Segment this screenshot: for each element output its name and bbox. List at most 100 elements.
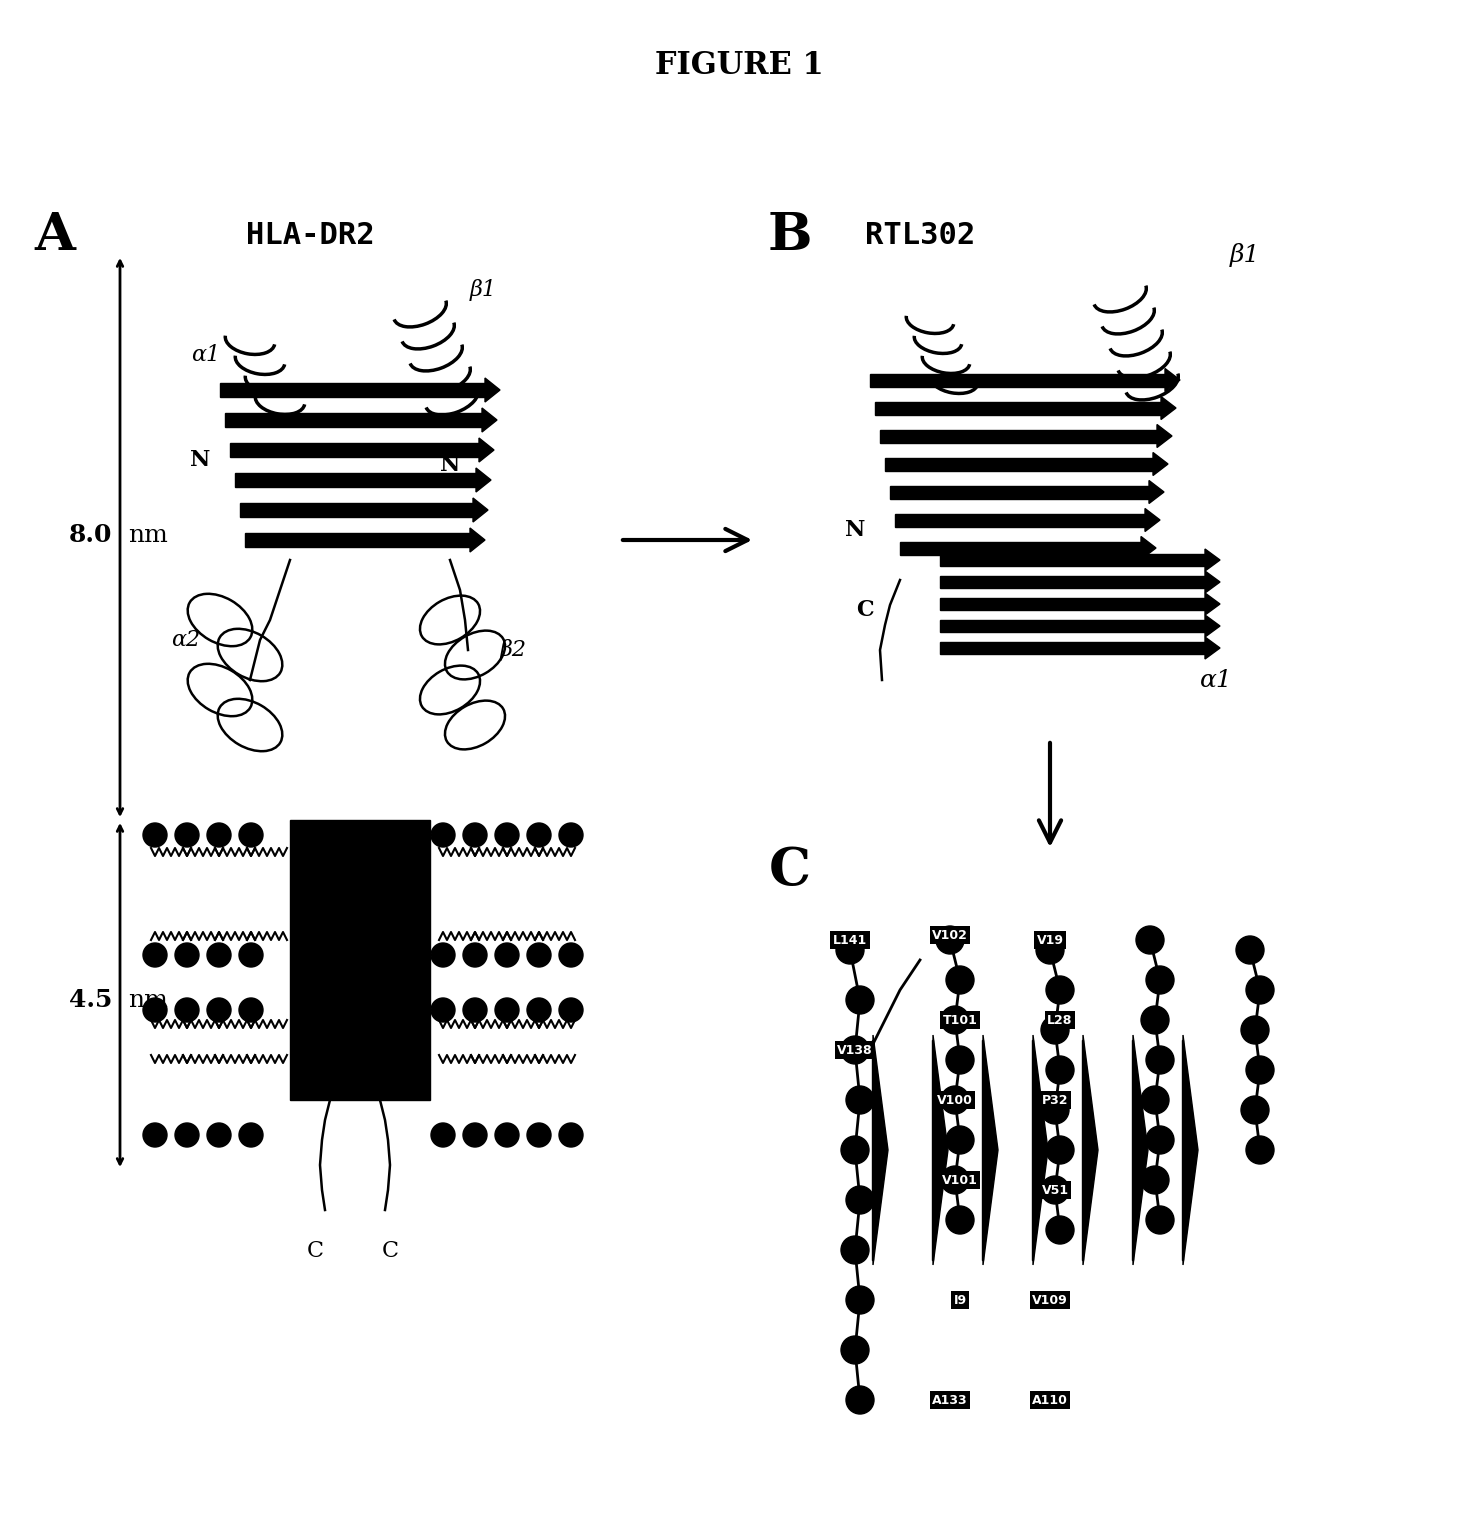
Polygon shape — [933, 1036, 948, 1266]
Polygon shape — [1205, 548, 1220, 571]
Circle shape — [463, 1122, 487, 1147]
Polygon shape — [984, 1036, 998, 1266]
Circle shape — [842, 1237, 870, 1264]
Text: 4.5: 4.5 — [68, 988, 112, 1011]
Polygon shape — [473, 498, 488, 522]
Circle shape — [1046, 1136, 1074, 1164]
Text: A110: A110 — [1032, 1394, 1068, 1407]
Circle shape — [936, 926, 964, 953]
Circle shape — [846, 1386, 874, 1413]
Circle shape — [207, 822, 231, 847]
Bar — [941, 620, 1205, 632]
Bar — [290, 819, 430, 1100]
Circle shape — [941, 1086, 969, 1113]
Text: L141: L141 — [833, 934, 867, 946]
Text: V100: V100 — [938, 1094, 973, 1107]
Polygon shape — [1149, 480, 1164, 504]
Circle shape — [207, 1122, 231, 1147]
Polygon shape — [1140, 536, 1157, 559]
Circle shape — [430, 822, 456, 847]
Circle shape — [842, 1336, 870, 1365]
Bar — [876, 402, 1161, 414]
Circle shape — [207, 943, 231, 967]
Circle shape — [846, 985, 874, 1014]
Text: B: B — [768, 210, 812, 260]
Text: I9: I9 — [954, 1293, 967, 1307]
Circle shape — [207, 998, 231, 1022]
Circle shape — [495, 998, 519, 1022]
Bar — [235, 474, 476, 487]
Text: C: C — [769, 844, 810, 896]
Circle shape — [846, 1186, 874, 1214]
Bar — [941, 554, 1205, 567]
Bar — [884, 457, 1154, 471]
Polygon shape — [1165, 369, 1180, 391]
Text: β2: β2 — [500, 640, 527, 661]
Bar — [890, 486, 1149, 498]
Circle shape — [240, 998, 263, 1022]
Circle shape — [527, 998, 552, 1022]
Polygon shape — [479, 439, 494, 461]
Text: C: C — [382, 1240, 398, 1263]
Polygon shape — [1205, 571, 1220, 592]
Circle shape — [240, 1122, 263, 1147]
Text: L28: L28 — [1047, 1013, 1072, 1027]
Text: α1: α1 — [1199, 669, 1233, 691]
Circle shape — [527, 822, 552, 847]
Circle shape — [1140, 1167, 1168, 1194]
Text: β1: β1 — [1231, 244, 1260, 267]
Circle shape — [1046, 976, 1074, 1004]
Bar — [870, 373, 1165, 387]
Polygon shape — [1161, 396, 1176, 419]
Circle shape — [240, 822, 263, 847]
Circle shape — [430, 1122, 456, 1147]
Circle shape — [559, 998, 583, 1022]
Circle shape — [527, 943, 552, 967]
Circle shape — [240, 943, 263, 967]
Circle shape — [1245, 976, 1273, 1004]
Circle shape — [1241, 1097, 1269, 1124]
Text: V102: V102 — [932, 929, 967, 941]
Text: α2: α2 — [172, 629, 200, 650]
Circle shape — [430, 943, 456, 967]
Circle shape — [1046, 1055, 1074, 1084]
Bar — [231, 443, 479, 457]
Polygon shape — [1205, 637, 1220, 659]
Circle shape — [1041, 1097, 1069, 1124]
Text: A133: A133 — [932, 1394, 967, 1407]
Text: V101: V101 — [942, 1174, 978, 1186]
Polygon shape — [470, 528, 485, 551]
Circle shape — [947, 966, 975, 995]
Bar — [240, 503, 473, 516]
Text: V19: V19 — [1037, 934, 1063, 946]
Text: T101: T101 — [942, 1013, 978, 1027]
Text: N: N — [189, 449, 210, 471]
Circle shape — [842, 1036, 870, 1065]
Text: nm: nm — [129, 988, 167, 1011]
Circle shape — [495, 1122, 519, 1147]
Circle shape — [1041, 1016, 1069, 1043]
Polygon shape — [476, 468, 491, 492]
Text: FIGURE 1: FIGURE 1 — [655, 50, 824, 81]
Text: RTL302: RTL302 — [865, 221, 975, 250]
Bar — [225, 413, 482, 426]
Bar — [941, 599, 1205, 611]
Circle shape — [175, 998, 200, 1022]
Text: V51: V51 — [1041, 1183, 1068, 1197]
Circle shape — [947, 1206, 975, 1234]
Circle shape — [527, 1122, 552, 1147]
Polygon shape — [1083, 1036, 1097, 1266]
Text: 8.0: 8.0 — [68, 522, 112, 547]
Circle shape — [836, 937, 864, 964]
Polygon shape — [1154, 452, 1168, 475]
Polygon shape — [1205, 615, 1220, 637]
Circle shape — [559, 1122, 583, 1147]
Text: N: N — [439, 454, 460, 477]
Circle shape — [1241, 1016, 1269, 1043]
Circle shape — [495, 943, 519, 967]
Text: α1: α1 — [191, 344, 220, 366]
Polygon shape — [1183, 1036, 1198, 1266]
Text: V138: V138 — [837, 1043, 873, 1057]
Text: P32: P32 — [1041, 1094, 1068, 1107]
Text: C: C — [306, 1240, 324, 1263]
